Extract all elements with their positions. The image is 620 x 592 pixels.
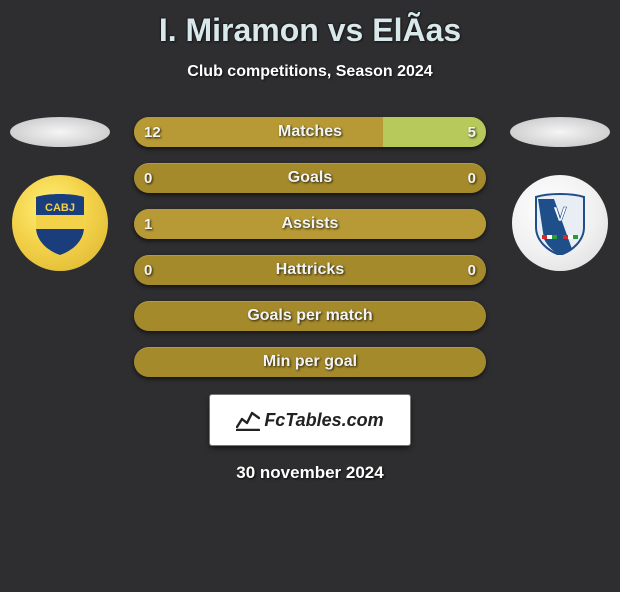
stat-bar: Min per goal	[134, 347, 486, 377]
stat-value-right: 5	[438, 117, 476, 147]
brand-badge: FcTables.com	[210, 395, 410, 445]
player-right-badge: V	[512, 175, 608, 271]
stat-value-left: 0	[144, 255, 182, 285]
boca-shield-icon: CABJ	[32, 191, 88, 255]
player-left-badge: CABJ	[12, 175, 108, 271]
stat-value-left: 12	[144, 117, 182, 147]
stat-value-right: 0	[438, 163, 476, 193]
stat-value-left: 1	[144, 209, 182, 239]
player-left-silhouette	[10, 117, 110, 147]
date-text: 30 november 2024	[236, 463, 383, 483]
svg-text:CABJ: CABJ	[45, 202, 75, 214]
brand-text: FcTables.com	[264, 410, 383, 431]
stat-bar: Goals per match	[134, 301, 486, 331]
stat-label: Min per goal	[134, 347, 486, 377]
player-left-column: CABJ	[0, 117, 120, 271]
stat-bar: Goals0 0	[134, 163, 486, 193]
stat-label: Assists	[134, 209, 486, 239]
chart-icon	[236, 409, 260, 431]
stat-bar: Assists1	[134, 209, 486, 239]
comparison-panel: CABJ V	[0, 117, 620, 377]
stat-value-right: 0	[438, 255, 476, 285]
svg-text:V: V	[553, 204, 567, 226]
stat-bars: Matches125Goals00Assists1Hattricks00Goal…	[134, 117, 486, 377]
stat-label: Goals	[134, 163, 486, 193]
stat-label: Hattricks	[134, 255, 486, 285]
stat-bar: Hattricks0 0	[134, 255, 486, 285]
player-right-silhouette	[510, 117, 610, 147]
stat-label: Matches	[134, 117, 486, 147]
stat-label: Goals per match	[134, 301, 486, 331]
player-right-column: V	[500, 117, 620, 271]
stat-bar: Matches12 5	[134, 117, 486, 147]
footer: FcTables.com 30 november 2024	[0, 395, 620, 483]
page-title: I. Miramon vs ElÃ­as	[0, 12, 620, 49]
velez-shield-icon: V	[532, 191, 588, 255]
stat-value-left: 0	[144, 163, 182, 193]
page-subtitle: Club competitions, Season 2024	[0, 63, 620, 81]
